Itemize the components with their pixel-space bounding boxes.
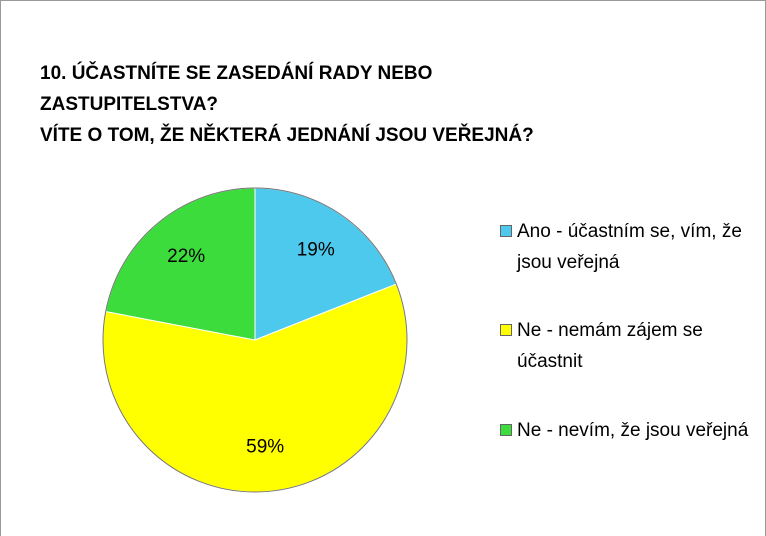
legend-label: Ne - nevím, že jsou veřejná <box>517 420 749 441</box>
chart-title: 10. ÚČASTNÍTE SE ZASEDÁNÍ RADY NEBO <box>40 62 432 84</box>
pie-outline <box>102 187 408 493</box>
legend-swatch <box>500 424 512 436</box>
value-label: 22% <box>167 246 205 267</box>
chart-title: VÍTE O TOM, ŽE NĚKTERÁ JEDNÁNÍ JSOU VEŘE… <box>40 124 534 146</box>
value-label: 59% <box>246 437 284 458</box>
legend-swatch <box>500 225 512 237</box>
value-label: 19% <box>297 240 335 261</box>
legend-entry: Ne - nevím, že jsou veřejná <box>500 415 750 446</box>
legend-label: Ano - účastním se, vím, že jsou veřejná <box>517 221 742 273</box>
legend-label: Ne - nemám zájem se účastnit <box>517 320 703 372</box>
chart-title: ZASTUPITELSTVA? <box>40 94 218 115</box>
legend-entry: Ne - nemám zájem se účastnit <box>500 315 750 377</box>
legend-swatch <box>500 324 512 336</box>
legend-entry: Ano - účastním se, vím, že jsou veřejná <box>500 216 750 278</box>
